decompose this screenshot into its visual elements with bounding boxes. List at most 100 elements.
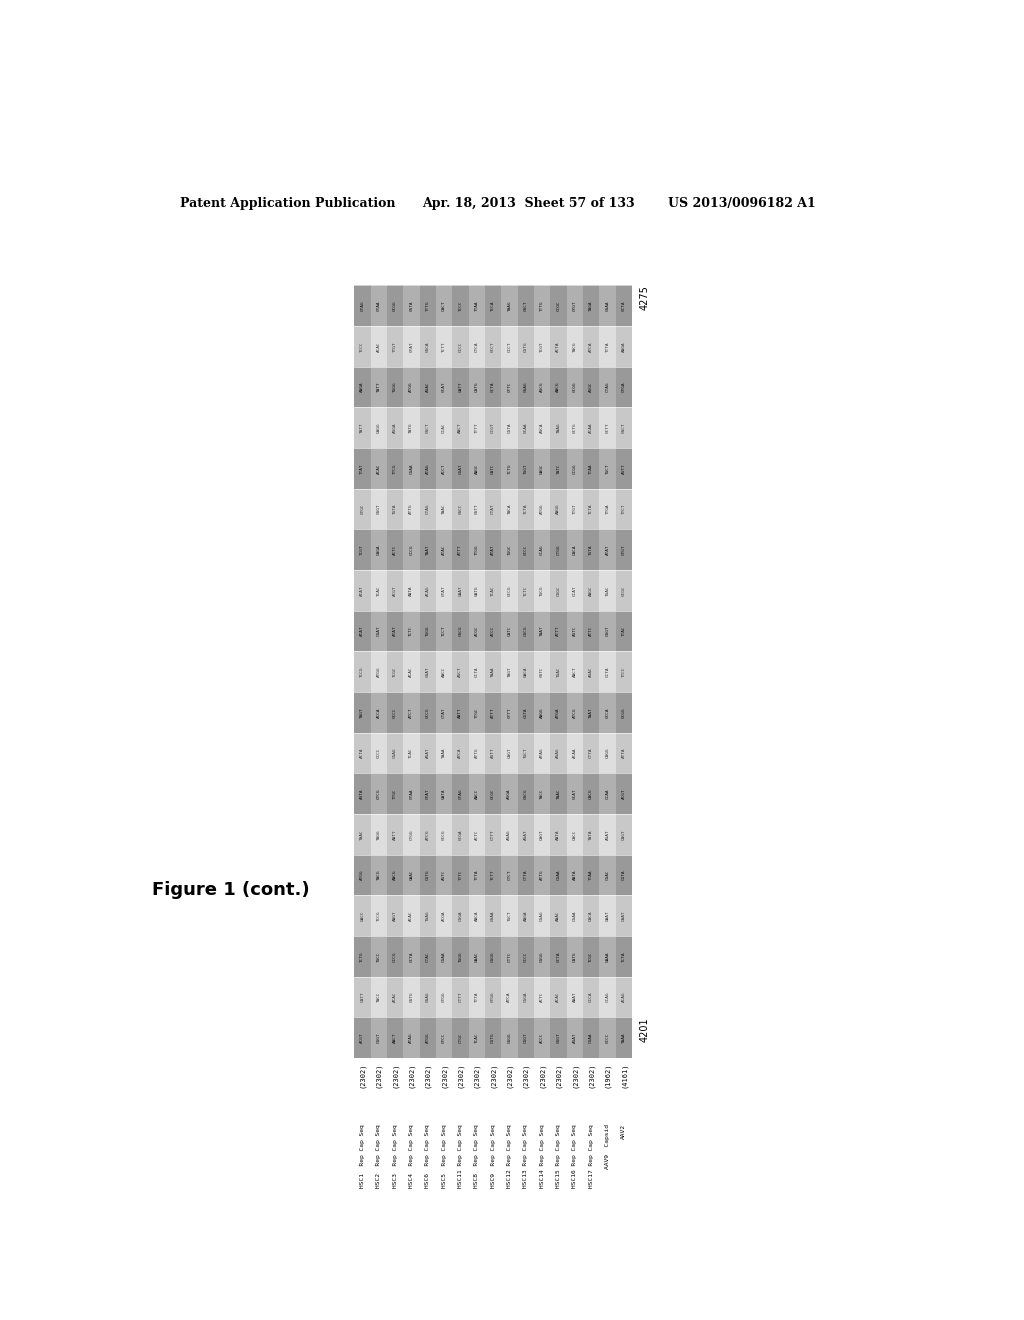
Text: TCTA: TCTA [523, 504, 527, 515]
Text: CGGT: CGGT [377, 1032, 381, 1043]
Bar [420, 285, 436, 326]
Text: ATCA: ATCA [459, 747, 463, 758]
Bar [550, 367, 566, 408]
Bar [469, 814, 485, 854]
Bar [371, 895, 387, 936]
Bar [354, 936, 371, 977]
Text: ATAT: ATAT [360, 626, 365, 636]
Text: (2302): (2302) [376, 1063, 382, 1089]
Text: ACCT: ACCT [442, 463, 446, 474]
Bar [550, 651, 566, 692]
Text: CTTT: CTTT [492, 829, 495, 840]
Text: CGAT: CGAT [459, 463, 463, 474]
Text: TGGT: TGGT [523, 463, 527, 474]
Text: CCGT: CCGT [492, 422, 495, 433]
Text: CATC: CATC [492, 463, 495, 474]
Text: AGGA: AGGA [508, 788, 511, 799]
Bar [371, 774, 387, 814]
Bar [436, 651, 453, 692]
Bar [403, 733, 420, 774]
Text: TGGC: TGGC [508, 544, 511, 554]
Bar [354, 814, 371, 854]
Bar [583, 1018, 599, 1057]
Text: GCCG: GCCG [442, 829, 446, 840]
Bar [469, 367, 485, 408]
Bar [615, 895, 632, 936]
Text: HSC12 Rep Cap Seq: HSC12 Rep Cap Seq [507, 1125, 512, 1188]
Text: AGAT: AGAT [605, 829, 609, 840]
Text: GAAC: GAAC [410, 870, 414, 880]
Text: AAV9  Capsid: AAV9 Capsid [605, 1125, 610, 1170]
Bar [469, 326, 485, 367]
Bar [387, 692, 403, 733]
Text: CACC: CACC [572, 829, 577, 840]
Bar [420, 529, 436, 570]
Bar [387, 814, 403, 854]
Bar [615, 367, 632, 408]
Bar [485, 651, 501, 692]
Bar [615, 692, 632, 733]
Bar [550, 529, 566, 570]
Bar [387, 977, 403, 1018]
Text: (2302): (2302) [440, 1063, 447, 1089]
Bar [453, 895, 469, 936]
Text: AGAG: AGAG [556, 747, 560, 758]
Bar [403, 651, 420, 692]
Bar [403, 895, 420, 936]
Text: GCGG: GCGG [572, 381, 577, 392]
Text: AGTC: AGTC [572, 626, 577, 636]
Bar [599, 977, 615, 1018]
Text: GGTC: GGTC [540, 667, 544, 677]
Text: TAAT: TAAT [540, 626, 544, 636]
Bar [371, 936, 387, 977]
Text: CCGC: CCGC [556, 301, 560, 312]
Bar [583, 854, 599, 895]
Text: TATA: TATA [589, 829, 593, 840]
Text: CAAT: CAAT [622, 911, 626, 921]
Text: CCAG: CCAG [540, 544, 544, 554]
Bar [371, 326, 387, 367]
Text: AAGA: AAGA [523, 911, 527, 921]
Bar [599, 570, 615, 611]
Bar [566, 977, 583, 1018]
Text: AACT: AACT [393, 1032, 397, 1043]
Bar [566, 326, 583, 367]
Bar [469, 570, 485, 611]
Bar [550, 488, 566, 529]
Text: CGAG: CGAG [540, 911, 544, 921]
Bar [583, 488, 599, 529]
Bar [550, 977, 566, 1018]
Text: AATT: AATT [459, 708, 463, 718]
Text: CTTA: CTTA [589, 747, 593, 758]
Bar [501, 326, 517, 367]
Text: AACC: AACC [442, 667, 446, 677]
Text: GGTA: GGTA [410, 301, 414, 312]
Bar [371, 285, 387, 326]
Text: (2302): (2302) [588, 1063, 594, 1089]
Bar [615, 447, 632, 488]
Text: HSC14 Rep Cap Seq: HSC14 Rep Cap Seq [540, 1125, 545, 1188]
Bar [453, 651, 469, 692]
Bar [615, 1018, 632, 1057]
Text: CGTA: CGTA [523, 708, 527, 718]
Text: ACGC: ACGC [475, 626, 478, 636]
Text: ATGG: ATGG [540, 504, 544, 515]
Bar [566, 367, 583, 408]
Text: CGTA: CGTA [622, 870, 626, 880]
Text: CTAG: CTAG [426, 504, 430, 515]
Text: TCCA: TCCA [492, 301, 495, 312]
Text: TGAG: TGAG [426, 911, 430, 921]
Text: GCTA: GCTA [410, 950, 414, 961]
Text: TGCT: TGCT [508, 911, 511, 921]
Text: GCCC: GCCC [393, 708, 397, 718]
Text: CGTA: CGTA [508, 422, 511, 433]
Text: CGTG: CGTG [492, 1032, 495, 1043]
Bar [534, 611, 550, 651]
Bar [371, 488, 387, 529]
Bar [501, 733, 517, 774]
Bar [517, 854, 534, 895]
Text: ACTC: ACTC [540, 991, 544, 1002]
Bar [485, 692, 501, 733]
Text: CCAA: CCAA [605, 788, 609, 799]
Text: AACG: AACG [393, 870, 397, 880]
